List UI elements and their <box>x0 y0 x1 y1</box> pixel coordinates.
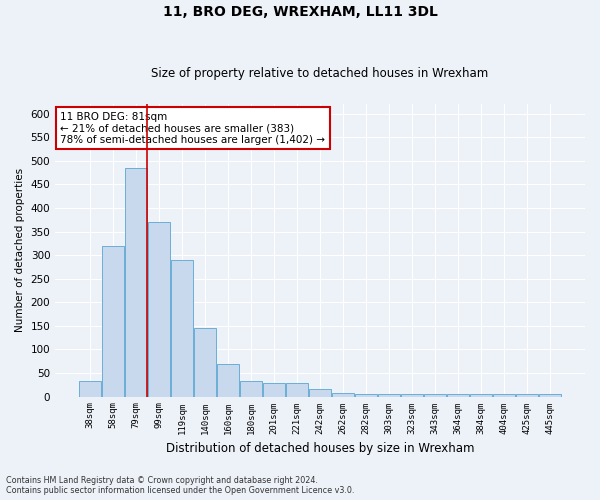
Bar <box>447 394 469 396</box>
Bar <box>79 382 101 396</box>
Bar <box>171 260 193 396</box>
Bar <box>424 394 446 396</box>
Text: 11 BRO DEG: 81sqm
← 21% of detached houses are smaller (383)
78% of semi-detache: 11 BRO DEG: 81sqm ← 21% of detached hous… <box>61 112 325 145</box>
Bar <box>493 394 515 396</box>
Bar <box>309 390 331 396</box>
Bar <box>148 222 170 396</box>
Bar <box>516 394 538 396</box>
Bar <box>194 328 216 396</box>
Bar <box>539 394 561 396</box>
Text: Contains HM Land Registry data © Crown copyright and database right 2024.
Contai: Contains HM Land Registry data © Crown c… <box>6 476 355 495</box>
Bar <box>355 394 377 396</box>
Bar <box>401 394 423 396</box>
Y-axis label: Number of detached properties: Number of detached properties <box>15 168 25 332</box>
Bar <box>332 393 354 396</box>
Bar <box>240 382 262 396</box>
Text: 11, BRO DEG, WREXHAM, LL11 3DL: 11, BRO DEG, WREXHAM, LL11 3DL <box>163 5 437 19</box>
Bar <box>263 384 285 396</box>
Bar <box>286 384 308 396</box>
Bar <box>125 168 147 396</box>
Bar <box>102 246 124 396</box>
X-axis label: Distribution of detached houses by size in Wrexham: Distribution of detached houses by size … <box>166 442 475 455</box>
Title: Size of property relative to detached houses in Wrexham: Size of property relative to detached ho… <box>151 66 489 80</box>
Bar <box>217 364 239 396</box>
Bar <box>470 394 492 396</box>
Bar <box>378 394 400 396</box>
